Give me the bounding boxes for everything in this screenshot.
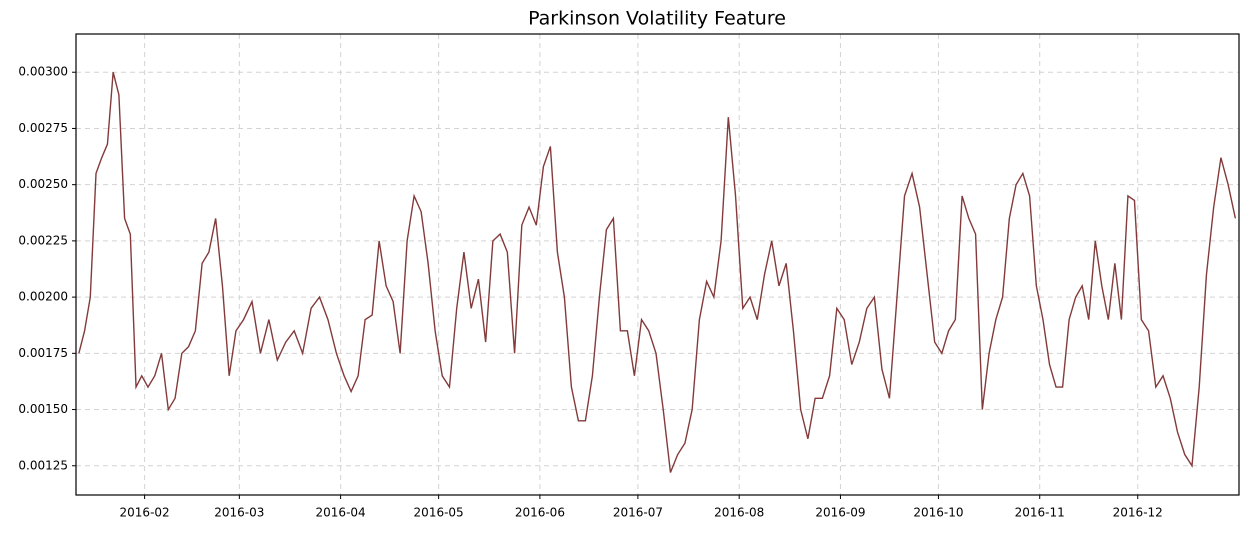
y-tick-label: 0.00175 bbox=[18, 346, 68, 360]
plot bbox=[78, 72, 1237, 473]
data-line bbox=[78, 72, 1237, 473]
chart-title: Parkinson Volatility Feature bbox=[528, 8, 786, 30]
y-tick-label: 0.00150 bbox=[18, 402, 68, 416]
y-tick-label: 0.00125 bbox=[18, 458, 68, 472]
grid bbox=[76, 34, 1239, 495]
x-tick-label: 2016-07 bbox=[613, 506, 663, 520]
x-tick-label: 2016-02 bbox=[120, 506, 170, 520]
x-tick-label: 2016-10 bbox=[913, 506, 963, 520]
x-tick-label: 2016-05 bbox=[414, 506, 464, 520]
x-tick-label: 2016-09 bbox=[815, 506, 865, 520]
plot-frame bbox=[75, 33, 1240, 496]
x-tick-label: 2016-12 bbox=[1113, 506, 1163, 520]
x-tick-label: 2016-03 bbox=[214, 506, 264, 520]
x-tick-label: 2016-11 bbox=[1015, 506, 1065, 520]
y-tick-label: 0.00250 bbox=[18, 177, 68, 191]
y-tick-label: 0.00200 bbox=[18, 290, 68, 304]
x-tick-label: 2016-08 bbox=[714, 506, 764, 520]
x-tick-label: 2016-04 bbox=[316, 506, 366, 520]
y-tick-label: 0.00300 bbox=[18, 65, 68, 79]
y-tick-label: 0.00275 bbox=[18, 121, 68, 135]
x-tick-label: 2016-06 bbox=[515, 506, 565, 520]
y-tick-label: 0.00225 bbox=[18, 233, 68, 247]
